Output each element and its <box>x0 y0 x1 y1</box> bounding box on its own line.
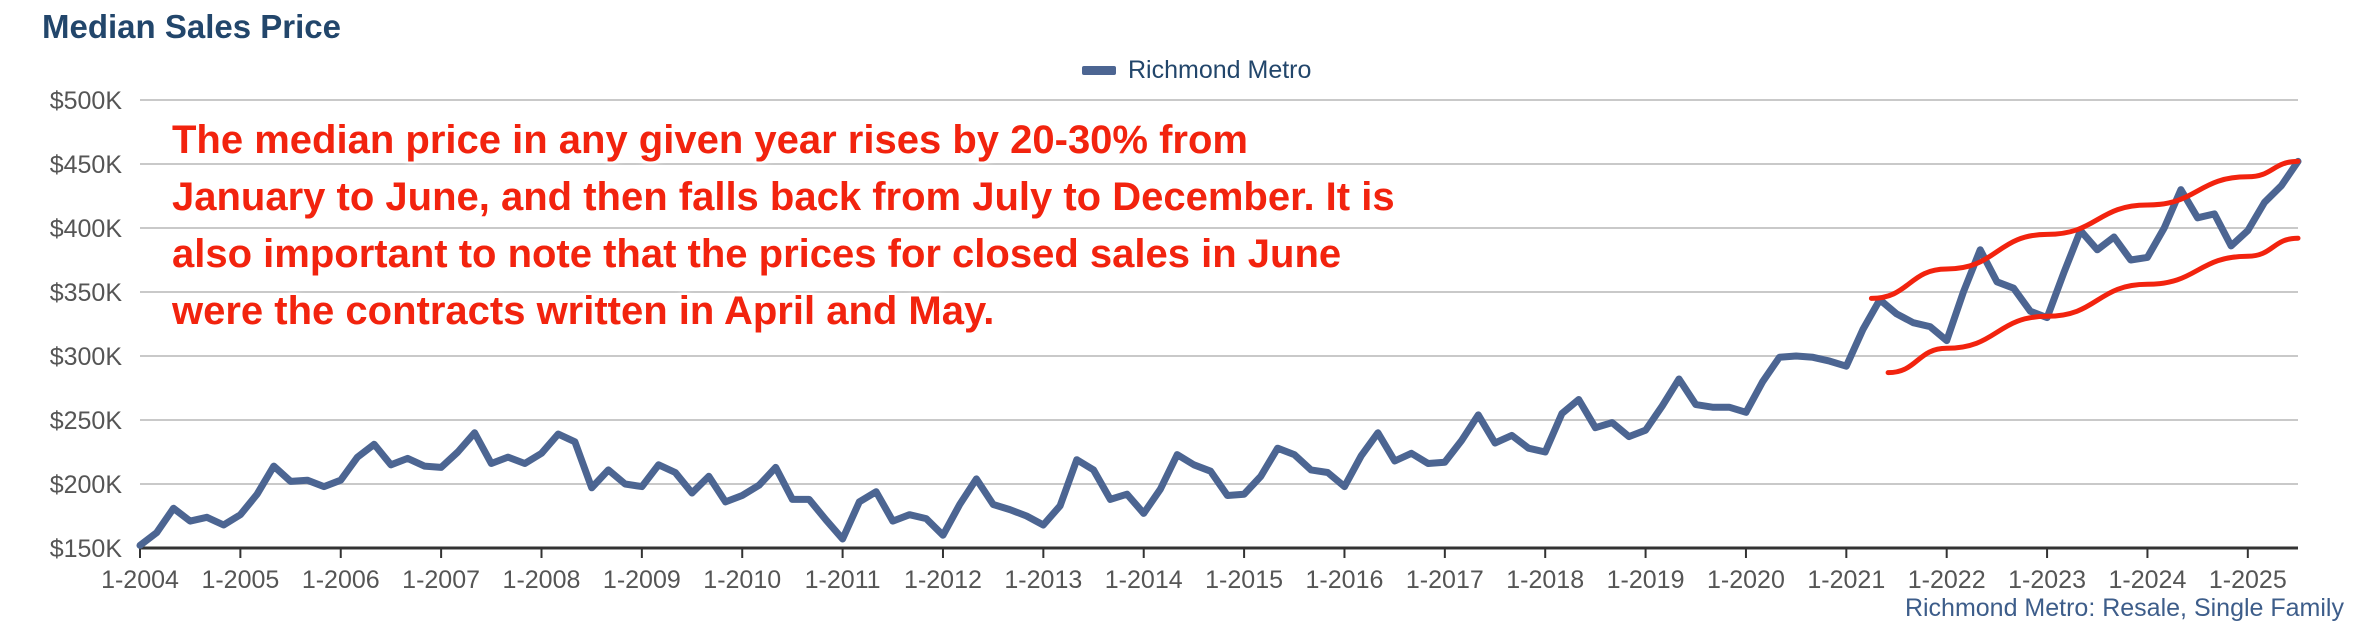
x-tick-label: 1-2022 <box>1908 566 1986 594</box>
grid-lines <box>139 99 2298 558</box>
trend-line-lower <box>1885 235 2301 376</box>
x-tick-label: 1-2010 <box>703 566 781 594</box>
y-tick-label: $200K <box>50 471 123 499</box>
x-tick-label: 1-2005 <box>201 566 279 594</box>
x-tick-label: 1-2018 <box>1506 566 1584 594</box>
y-tick-label: $450K <box>50 151 123 179</box>
x-tick-label: 1-2011 <box>805 566 881 594</box>
x-tick-label: 1-2021 <box>1807 566 1885 594</box>
legend-label: Richmond Metro <box>1128 56 1312 84</box>
legend-swatch <box>1082 66 1116 75</box>
x-tick-label: 1-2008 <box>503 566 581 594</box>
y-tick-label: $250K <box>50 407 123 435</box>
x-tick-label: 1-2025 <box>2209 566 2287 594</box>
x-tick-label: 1-2020 <box>1707 566 1785 594</box>
y-tick-label: $150K <box>50 535 123 563</box>
x-tick-label: 1-2014 <box>1105 566 1183 594</box>
x-tick-label: 1-2006 <box>302 566 380 594</box>
y-axis-labels: $150K $200K $250K $300K $350K $400K $450K $500K <box>50 87 123 563</box>
series-line-richmond-metro <box>136 157 2302 549</box>
x-tick-label: 1-2012 <box>904 566 982 594</box>
x-tick-label: 1-2015 <box>1205 566 1283 594</box>
y-tick-label: $350K <box>50 279 123 307</box>
x-tick-label: 1-2017 <box>1406 566 1484 594</box>
x-tick-label: 1-2024 <box>2109 566 2187 594</box>
y-tick-label: $500K <box>50 87 123 115</box>
source-note: Richmond Metro: Resale, Single Family <box>1904 594 2344 622</box>
trend-channel <box>1868 158 2301 376</box>
legend: Richmond Metro <box>1082 56 1311 85</box>
x-axis-labels: 1-2004 1-2005 1-2006 1-2007 1-2008 1-2009 1-20… <box>101 566 2287 594</box>
chart-annotation: The median price in any given year rises… <box>172 118 1395 333</box>
line-chart: $150K $200K $250K $300K $350K $400K $450K $500K… <box>50 87 2302 594</box>
chart-title: Median Sales Price <box>42 8 341 45</box>
x-tick-label: 1-2013 <box>1004 566 1082 594</box>
x-tick-label: 1-2016 <box>1306 566 1384 594</box>
series-layer <box>136 157 2302 549</box>
x-tick-label: 1-2004 <box>101 566 179 594</box>
x-tick-label: 1-2009 <box>603 566 681 594</box>
x-tick-label: 1-2007 <box>402 566 480 594</box>
y-tick-label: $300K <box>50 343 123 371</box>
x-tick-label: 1-2019 <box>1607 566 1685 594</box>
x-tick-label: 1-2023 <box>2008 566 2086 594</box>
trend-line-upper <box>1868 158 2301 301</box>
y-tick-label: $400K <box>50 215 123 243</box>
